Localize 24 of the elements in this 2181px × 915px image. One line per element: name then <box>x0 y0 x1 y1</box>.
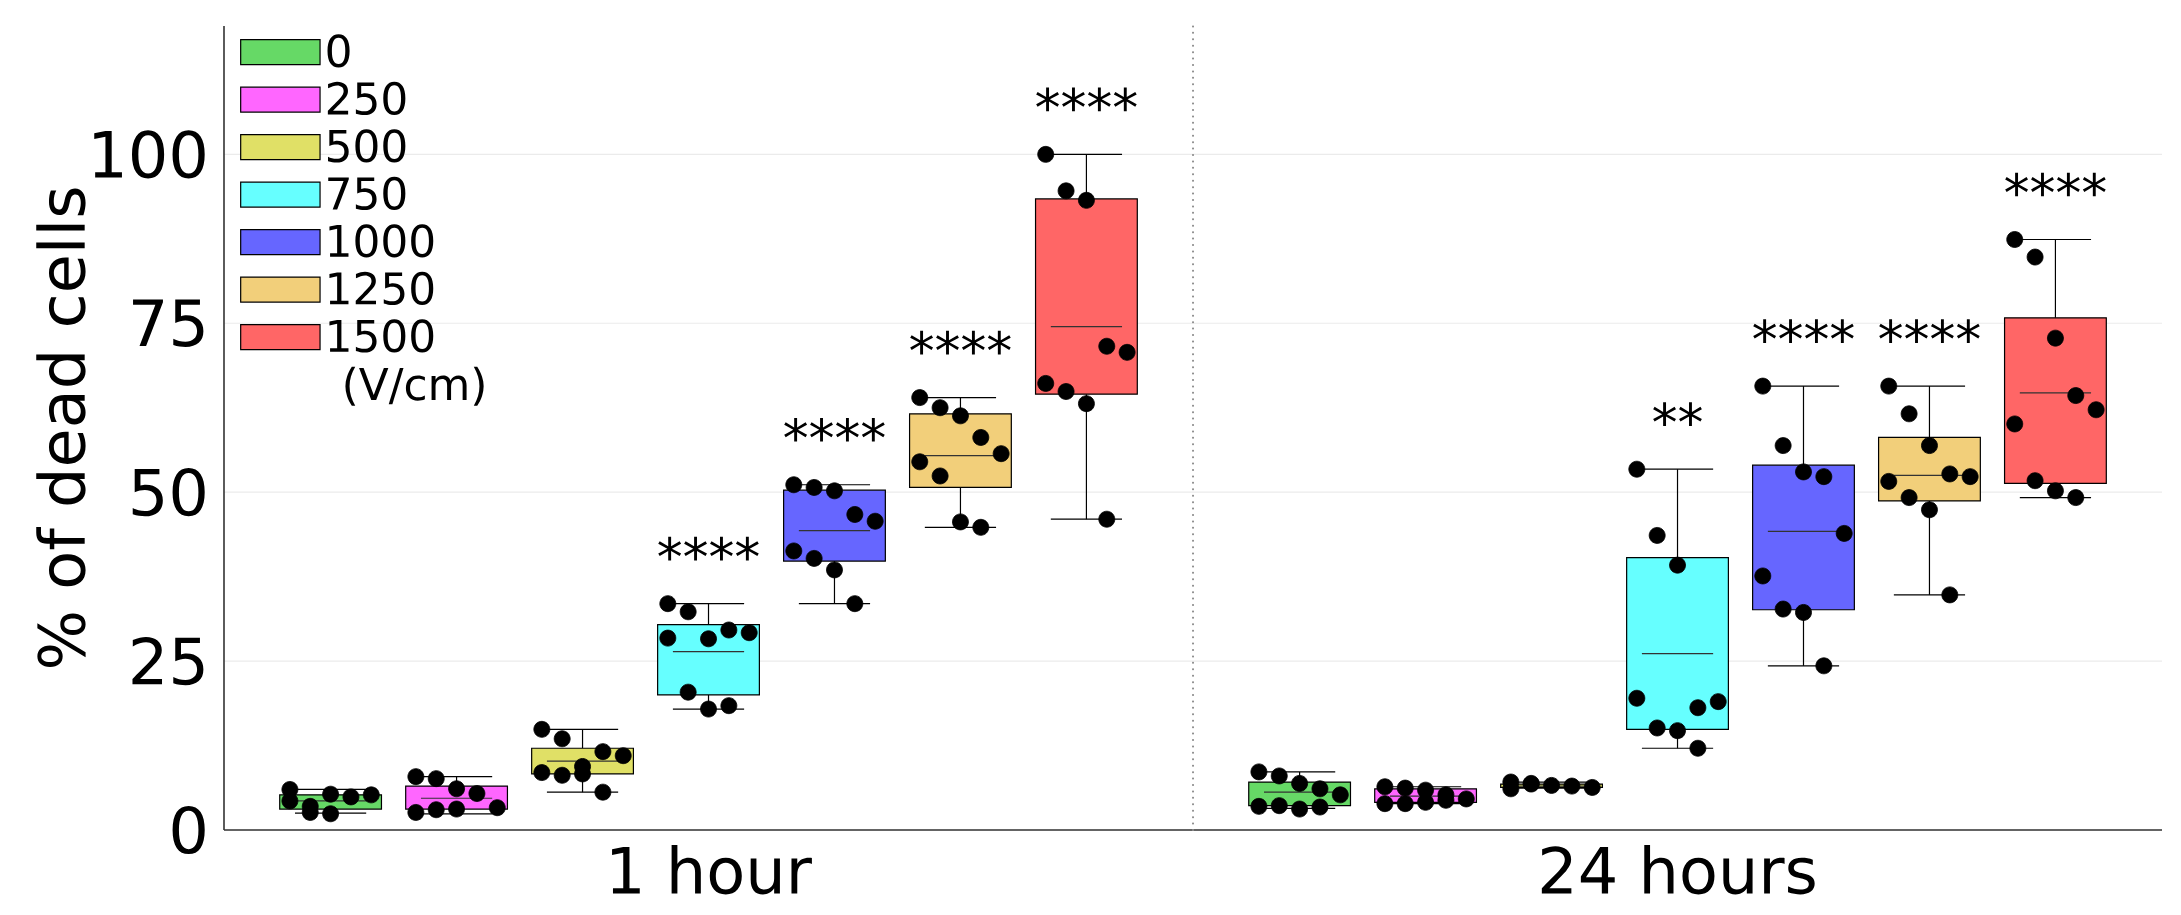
y-axis-title: % of dead cells <box>36 188 86 667</box>
y-tick-label: 25 <box>132 636 204 686</box>
text: **** <box>910 330 1011 355</box>
y-tick-label: 100 <box>94 130 205 179</box>
legend-title: (V/cm) <box>345 366 484 406</box>
x-tick-label: 1 hour <box>612 845 812 895</box>
y-tick-label: 75 <box>133 299 204 347</box>
legend-label: 1000 <box>329 224 434 258</box>
y-tick-label: 0 <box>172 805 205 855</box>
text: ** <box>1653 402 1702 426</box>
legend-label: 1250 <box>329 271 434 305</box>
legend-label: 250 <box>327 81 406 116</box>
text: **** <box>658 536 759 561</box>
text: **** <box>2005 172 2106 197</box>
text: **** <box>1036 87 1137 112</box>
legend-label: 500 <box>328 129 406 163</box>
text: **** <box>1753 319 1854 343</box>
legend-label: 0 <box>327 34 350 68</box>
legend-label: 750 <box>328 176 406 210</box>
legend-label: 1500 <box>329 319 434 353</box>
text: **** <box>784 417 885 442</box>
y-tick-label: 50 <box>132 468 205 517</box>
text: **** <box>1879 319 1980 343</box>
x-tick-label: 24 hours <box>1541 845 1815 895</box>
